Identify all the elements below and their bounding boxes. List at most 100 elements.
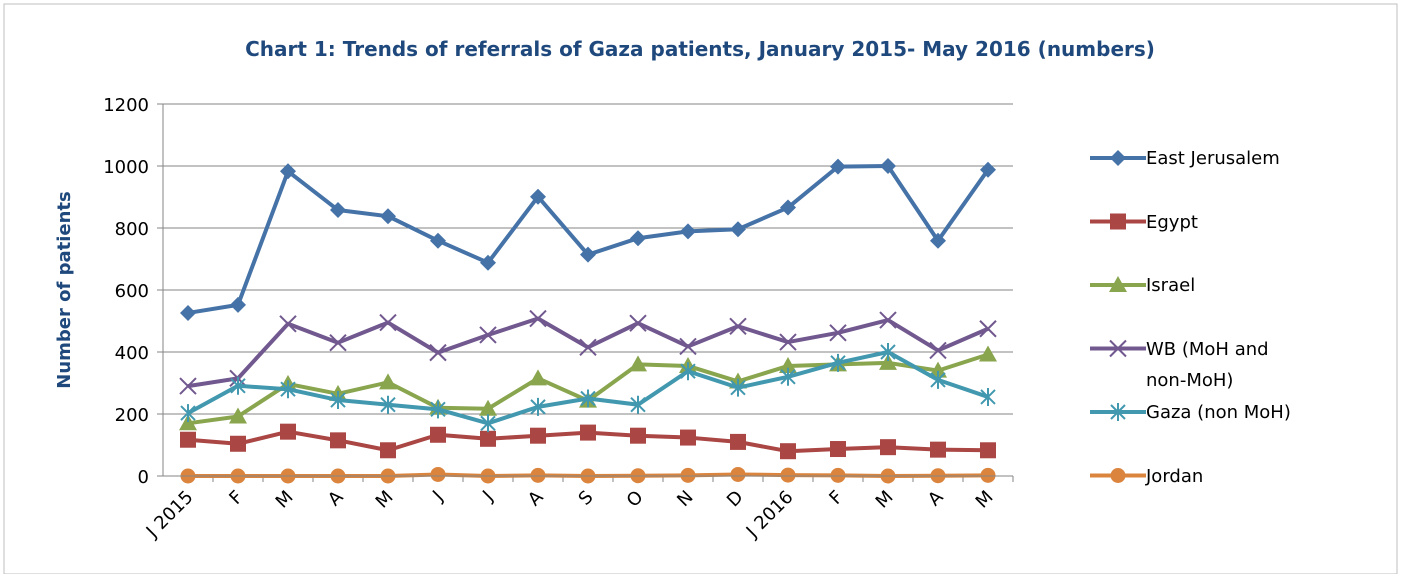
marker: [530, 427, 546, 444]
legend-label: Israel: [1146, 275, 1196, 296]
series-line: [187, 352, 989, 426]
y-tick-label: 600: [115, 281, 149, 302]
marker: [279, 315, 297, 333]
marker: [779, 333, 797, 351]
marker: [230, 296, 246, 313]
marker: [630, 395, 646, 414]
x-tick-label: A: [924, 486, 948, 510]
marker: [329, 333, 347, 352]
marker: [830, 467, 846, 483]
marker: [379, 373, 397, 390]
y-tick-label: 0: [138, 467, 149, 488]
marker: [480, 430, 496, 447]
marker: [380, 208, 396, 225]
marker: [430, 426, 446, 443]
chart-title: Chart 1: Trends of referrals of Gaza pat…: [245, 37, 1155, 61]
x-tick-label: M: [372, 487, 398, 513]
legend-label: Gaza (non MoH): [1146, 402, 1291, 423]
marker: [530, 188, 546, 205]
marker: [929, 361, 947, 378]
marker: [380, 395, 396, 414]
marker: [630, 230, 646, 247]
marker: [780, 443, 796, 460]
marker: [879, 311, 897, 329]
marker: [580, 424, 596, 441]
marker: [330, 391, 346, 410]
marker: [379, 313, 397, 332]
marker: [430, 400, 446, 419]
marker: [179, 377, 197, 395]
marker: [830, 158, 846, 175]
marker: [179, 414, 197, 431]
marker: [930, 441, 946, 458]
marker: [780, 467, 796, 483]
x-tick-label: D: [723, 487, 748, 512]
x-tick-label: A: [524, 486, 548, 510]
marker: [530, 467, 546, 483]
marker: [830, 441, 846, 458]
marker: [280, 163, 296, 180]
x-tick-label: M: [972, 487, 998, 513]
marker: [1110, 213, 1126, 230]
x-tick-label: M: [872, 487, 898, 513]
marker: [229, 407, 247, 424]
x-tick-label: F: [225, 487, 247, 509]
marker: [980, 442, 996, 459]
marker: [479, 326, 497, 344]
marker: [979, 320, 997, 338]
y-tick-label: 800: [115, 219, 149, 240]
marker: [1110, 403, 1126, 421]
marker: [879, 353, 897, 370]
marker: [980, 387, 996, 406]
legend-label: Egypt: [1146, 211, 1198, 233]
marker: [979, 345, 997, 362]
y-tick-label: 400: [115, 343, 149, 364]
marker: [530, 397, 546, 416]
x-tick-label: J: [478, 487, 497, 506]
marker: [730, 221, 746, 238]
chart-frame: [3, 3, 1398, 574]
marker: [880, 439, 896, 456]
legend-label: WB (MoH and non-MoH): [1146, 338, 1269, 391]
marker: [529, 369, 547, 386]
y-axis-label: Number of patients: [54, 191, 75, 388]
x-tick-label: N: [673, 487, 697, 511]
marker: [780, 367, 796, 386]
series-line: [187, 164, 990, 315]
marker: [380, 442, 396, 459]
marker: [680, 362, 696, 381]
marker: [680, 429, 696, 446]
x-tick-label: S: [575, 487, 598, 510]
marker: [580, 389, 596, 408]
marker: [180, 431, 196, 448]
marker: [430, 466, 446, 482]
marker: [480, 254, 496, 271]
marker: [730, 378, 746, 397]
x-tick-label: J: [428, 487, 447, 506]
legend-label: East Jerusalem: [1146, 148, 1280, 169]
x-tick-label: O: [623, 487, 648, 512]
x-tick-label: A: [324, 486, 348, 510]
marker: [730, 433, 746, 450]
marker: [930, 370, 946, 389]
marker: [1109, 339, 1127, 358]
marker: [230, 435, 246, 452]
marker: [430, 232, 446, 249]
x-tick-label: J 2015: [142, 487, 198, 543]
marker: [679, 337, 697, 356]
legend-label: Jordan: [1146, 465, 1204, 487]
marker: [1110, 150, 1126, 166]
marker: [729, 317, 747, 335]
marker: [680, 467, 696, 483]
marker: [779, 356, 797, 373]
y-tick-label: 1200: [103, 95, 149, 116]
marker: [480, 414, 496, 433]
x-tick-label: M: [272, 487, 298, 513]
y-tick-label: 200: [115, 405, 149, 426]
marker: [680, 223, 696, 240]
marker: [579, 338, 597, 357]
marker: [280, 380, 296, 399]
marker: [980, 161, 996, 178]
marker: [830, 353, 846, 372]
